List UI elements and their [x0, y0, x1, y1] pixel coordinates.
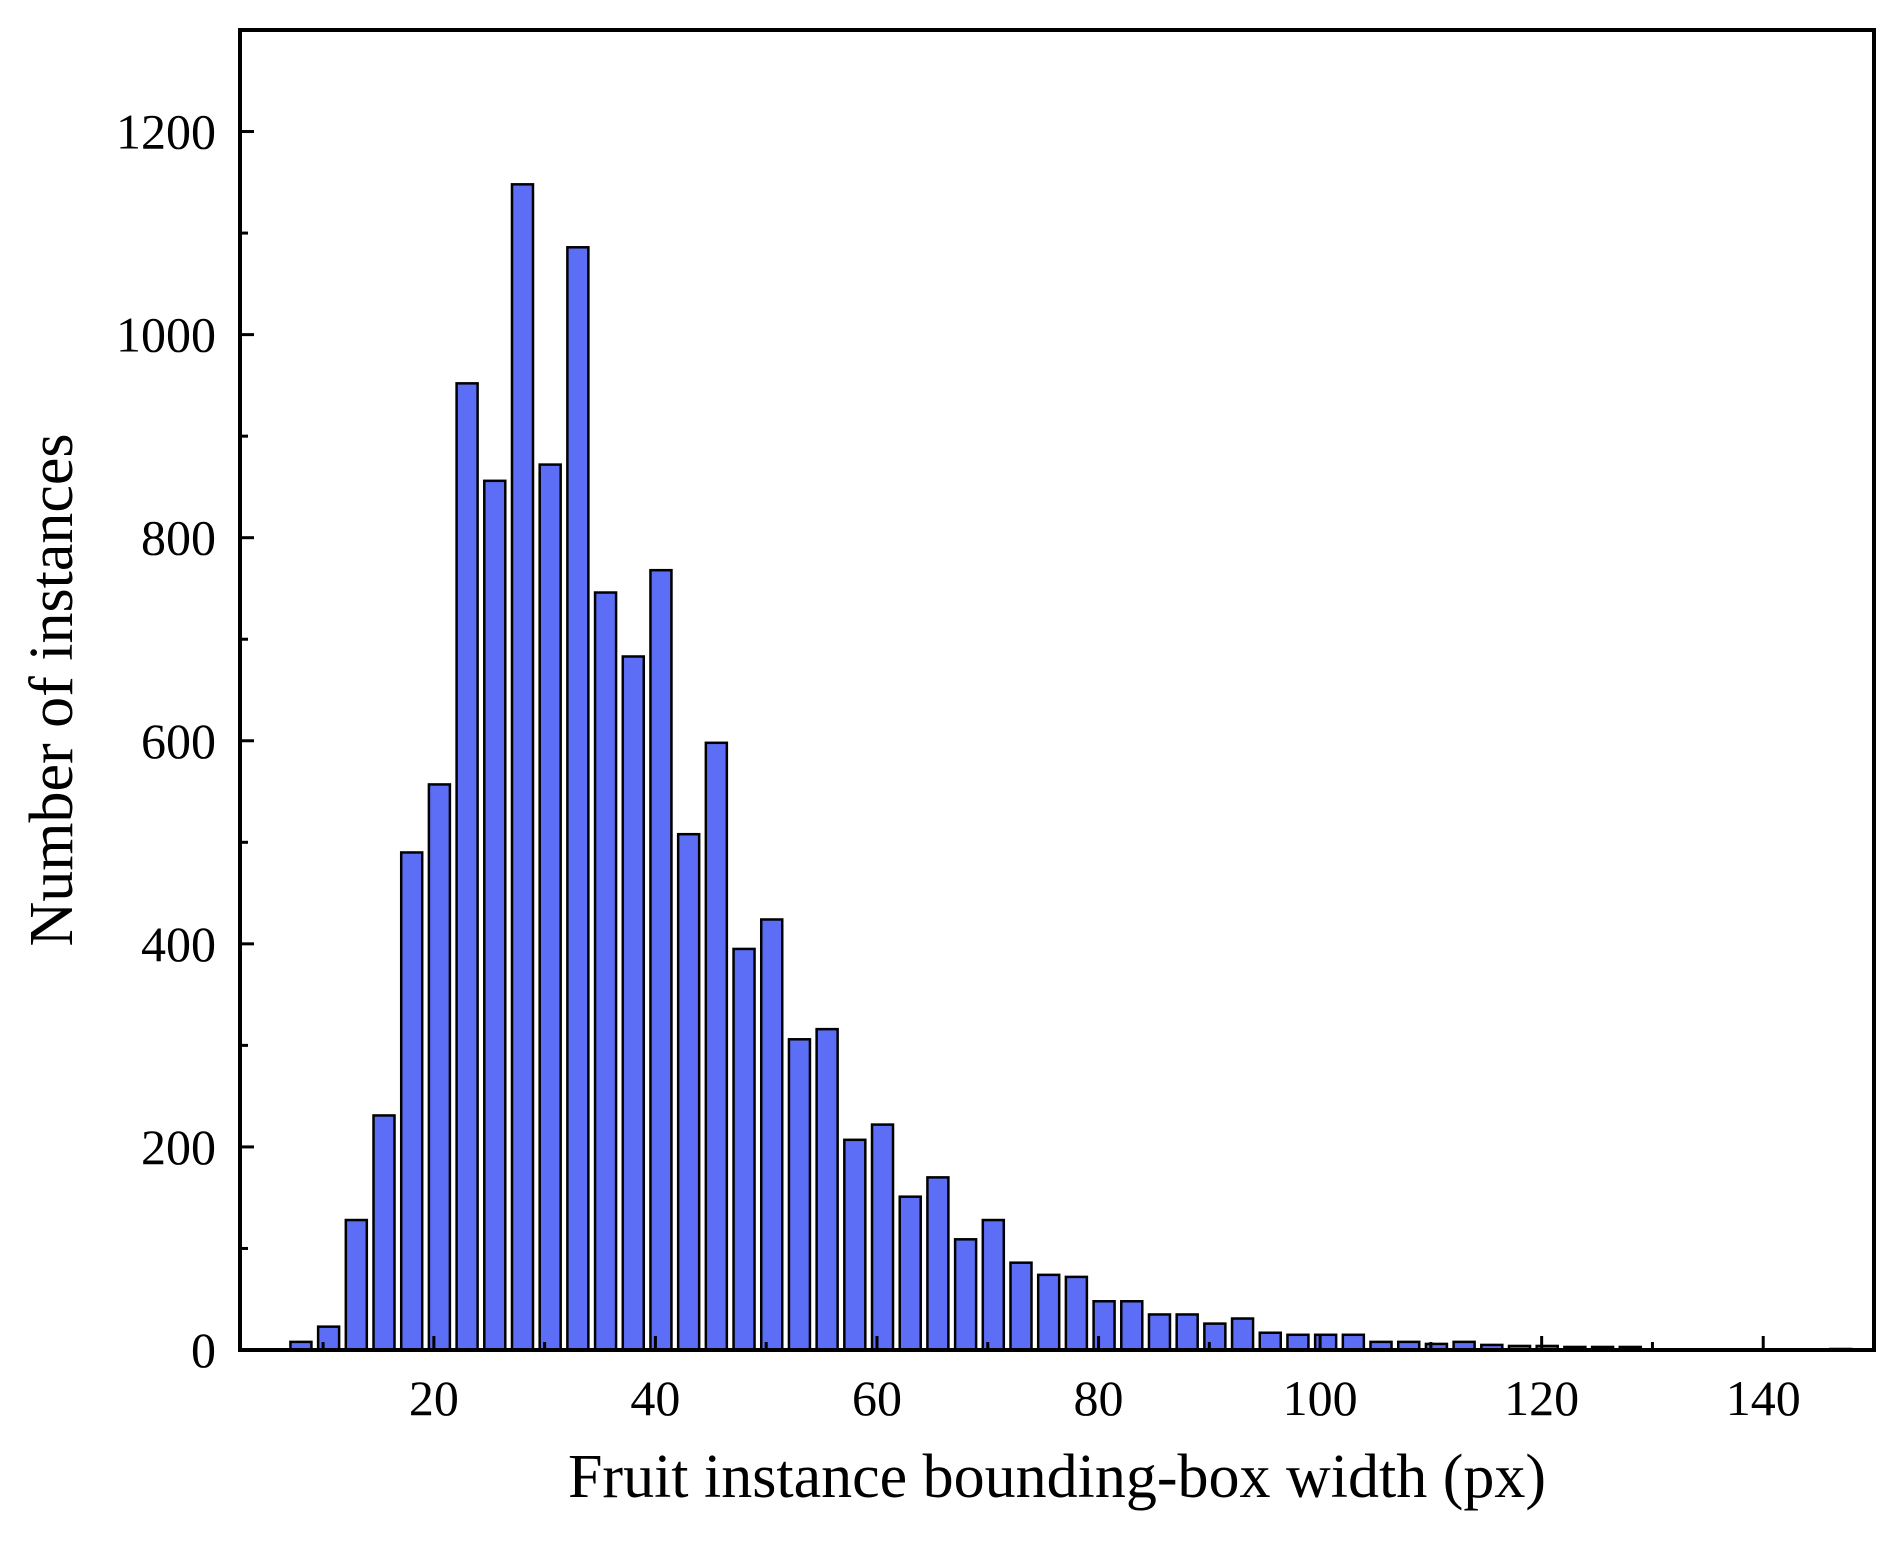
bar	[1092, 1300, 1116, 1352]
bar	[870, 1123, 895, 1352]
bar	[372, 1114, 396, 1352]
bar	[926, 1176, 950, 1352]
x-tick-label: 60	[852, 1370, 902, 1426]
bar	[1147, 1313, 1172, 1352]
bar	[732, 947, 756, 1352]
y-tick-label: 800	[141, 510, 216, 566]
bar	[510, 183, 535, 1352]
bar	[1203, 1322, 1227, 1352]
bar	[593, 591, 618, 1352]
y-tick-label: 0	[191, 1322, 216, 1378]
bar	[566, 246, 590, 1352]
bar	[953, 1238, 978, 1352]
y-tick-label: 600	[141, 713, 216, 769]
x-tick-label: 80	[1074, 1370, 1124, 1426]
bar	[1064, 1275, 1089, 1352]
bar	[898, 1195, 922, 1352]
bar	[1230, 1317, 1255, 1352]
bar	[787, 1038, 812, 1352]
bar	[399, 851, 424, 1352]
x-tick-label: 40	[630, 1370, 680, 1426]
bar	[1286, 1333, 1310, 1352]
bar	[676, 832, 701, 1352]
bar	[1341, 1333, 1366, 1352]
bar	[483, 479, 507, 1352]
bar	[981, 1218, 1006, 1352]
bar	[704, 741, 729, 1352]
bar	[538, 463, 562, 1352]
bar	[1258, 1331, 1282, 1352]
bar	[1120, 1300, 1144, 1352]
bar	[1313, 1333, 1338, 1352]
y-tick-label: 400	[141, 916, 216, 972]
bar	[344, 1218, 369, 1352]
y-axis: 0 200 400 600 800 1000 1200	[116, 104, 254, 1378]
y-axis-title: Number of instances	[18, 433, 86, 946]
plot-frame	[238, 28, 1876, 1352]
bar	[1009, 1261, 1033, 1352]
bar	[455, 382, 479, 1352]
bar	[815, 1027, 839, 1352]
x-tick-label: 140	[1726, 1370, 1801, 1426]
bar	[1175, 1313, 1199, 1352]
bars-group	[289, 183, 1853, 1352]
y-tick-label: 1000	[116, 307, 216, 363]
y-tick-label: 200	[141, 1119, 216, 1175]
bar	[316, 1325, 341, 1352]
bar	[759, 918, 784, 1352]
bar	[621, 655, 646, 1352]
x-axis: 20 40 60 80 100 120 140	[321, 1336, 1801, 1426]
x-tick-label: 20	[409, 1370, 459, 1426]
y-tick-label: 1200	[116, 104, 216, 160]
x-tick-label: 100	[1283, 1370, 1358, 1426]
bar	[427, 783, 452, 1352]
bar	[843, 1138, 867, 1352]
x-axis-title: Fruit instance bounding-box width (px)	[568, 1443, 1546, 1511]
bar	[1036, 1273, 1061, 1352]
bar	[649, 568, 673, 1352]
x-tick-label: 120	[1504, 1370, 1579, 1426]
